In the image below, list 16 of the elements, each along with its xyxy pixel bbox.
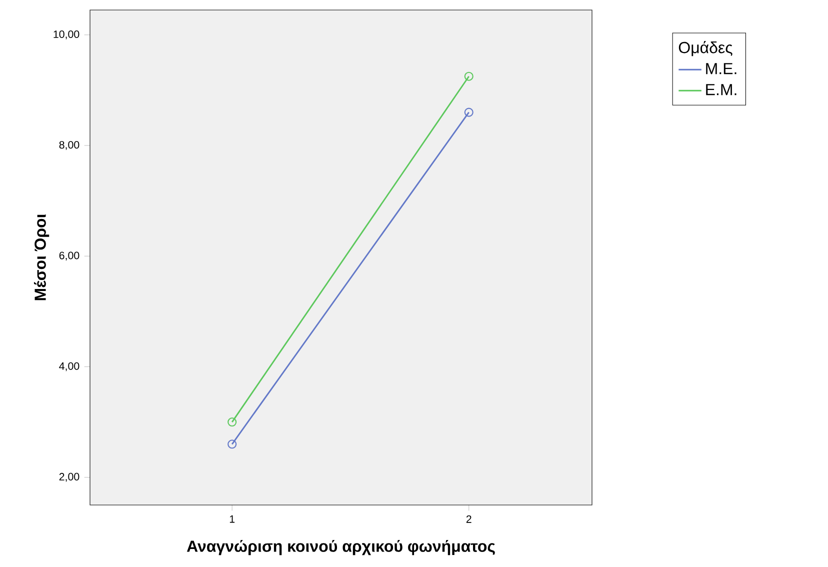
x-axis-title: Αναγνώριση κοινού αρχικού φωνήματος: [186, 540, 495, 556]
point: [464, 108, 474, 117]
point: [464, 72, 474, 81]
y-tick-label: 2,00: [59, 472, 80, 482]
legend-label: Ε.Μ.: [706, 84, 736, 96]
legend-title: Ομάδες: [678, 41, 732, 56]
y-axis-title: Μέσοι Όροι: [34, 214, 50, 300]
y-tick-label: 10,00: [54, 30, 80, 40]
point: [228, 440, 237, 449]
x-tick-label: 2: [466, 515, 472, 523]
y-tick-label: 8,00: [59, 141, 80, 150]
legend-label: Μ.Ε.: [706, 63, 736, 74]
x-tick-label: 1: [230, 515, 235, 523]
y-tick-label: 6,00: [59, 252, 80, 261]
y-tick-label: 4,00: [59, 362, 80, 372]
point: [228, 417, 237, 427]
